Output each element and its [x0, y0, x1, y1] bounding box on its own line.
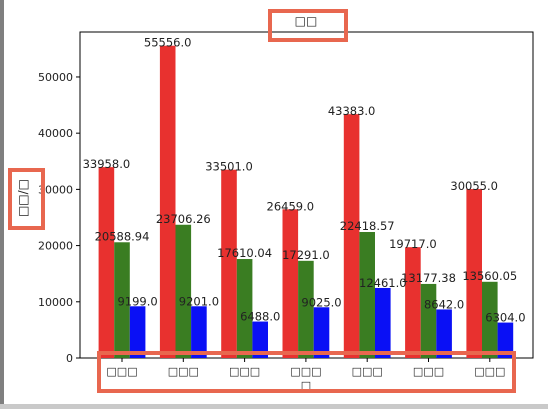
bar-series-1	[405, 247, 421, 358]
bar-value-label: 9199.0	[117, 294, 157, 308]
y-axis-label: □□/□	[16, 179, 30, 217]
bar-series-2	[482, 281, 498, 358]
y-tick-label: 0	[66, 352, 73, 365]
bar-value-label: 43383.0	[328, 104, 376, 118]
bars-layer	[98, 45, 514, 358]
ylabel-highlight-box	[8, 168, 45, 230]
xaxis-highlight-box	[97, 351, 516, 393]
bar-series-1	[159, 45, 176, 358]
x-tick-label: □□□	[413, 365, 444, 378]
x-tick-label: □□□	[106, 365, 137, 378]
bar-value-label: 6304.0	[485, 311, 525, 325]
bar-series-1	[343, 114, 360, 358]
y-tick-label: 30000	[38, 183, 73, 196]
bar-series-2	[114, 242, 130, 358]
bar-series-3	[313, 307, 330, 358]
bar-value-label: 19717.0	[389, 237, 437, 251]
bar-value-label: 26459.0	[267, 199, 315, 213]
bar-series-3	[497, 322, 514, 358]
bar-series-1	[282, 209, 299, 358]
x-tick-label: □□□	[474, 365, 505, 378]
bar-series-2	[236, 259, 253, 358]
y-tick-label: 20000	[38, 240, 73, 253]
title-highlight-box	[268, 9, 348, 42]
bar-series-1	[221, 169, 237, 358]
x-tick-label: □□□	[352, 365, 383, 378]
bar-value-label: 13560.05	[462, 269, 517, 283]
x-tick-label-wrap: □	[301, 379, 311, 392]
x-tick-label: □□□	[168, 365, 199, 378]
bar-value-label: 33958.0	[83, 157, 131, 171]
bar-value-label: 23706.26	[156, 212, 211, 226]
value-labels-layer: 33958.0 20588.94 9199.0 55556.0 23706.26 9201…	[83, 36, 526, 325]
bar-series-1	[466, 189, 482, 358]
y-tick-label: 10000	[38, 296, 73, 309]
bar-value-label: 22418.57	[340, 219, 395, 233]
bar-series-3	[436, 309, 452, 358]
bar-value-label: 55556.0	[144, 36, 192, 50]
bar-value-label: 12461.0	[359, 276, 407, 290]
bar-value-label: 30055.0	[450, 179, 498, 193]
bar-value-label: 6488.0	[240, 310, 280, 324]
bar-value-label: 33501.0	[205, 160, 253, 174]
bar-value-label: 9201.0	[179, 294, 219, 308]
bar-series-2	[359, 231, 375, 358]
bar-value-label: 17291.0	[282, 248, 330, 262]
chart-title: □□	[295, 14, 318, 28]
bar-series-3	[129, 306, 146, 358]
bar-series-3	[252, 321, 268, 358]
bar-series-2	[420, 283, 437, 358]
bar-series-3	[375, 287, 391, 358]
window-bottom-border	[0, 404, 548, 409]
bar-value-label: 9025.0	[301, 295, 341, 309]
bar-value-label: 17610.04	[217, 246, 272, 260]
bar-value-label: 13177.38	[401, 271, 456, 285]
bar-series-1	[98, 167, 115, 358]
window-left-border	[0, 0, 4, 409]
bar-value-label: 8642.0	[424, 297, 464, 311]
bar-series-3	[191, 306, 207, 358]
bar-series-2	[298, 260, 314, 358]
y-tick-label: 50000	[38, 71, 73, 84]
bar-series-2	[175, 224, 192, 358]
x-tick-label: □□□	[290, 365, 321, 378]
bar-value-label: 20588.94	[95, 229, 150, 243]
y-tick-label: 40000	[38, 127, 73, 140]
x-tick-label: □□□	[229, 365, 260, 378]
